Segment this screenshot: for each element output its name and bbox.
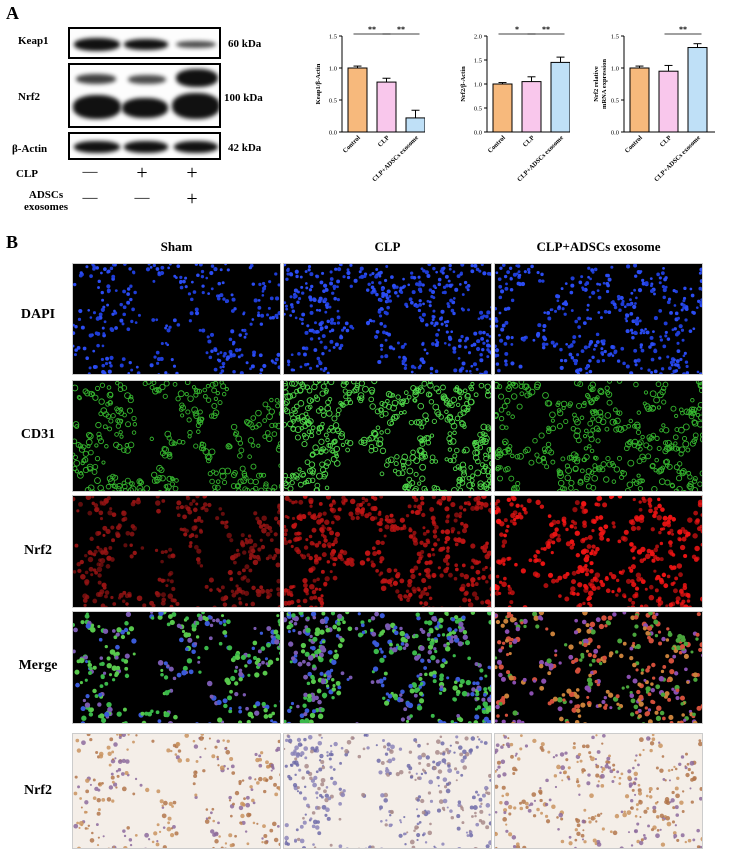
- micrograph-nrf2-if-sham: [72, 495, 281, 608]
- kda-keap1: 60 kDa: [228, 38, 262, 50]
- treatment-label-exosomes: ADSCs exosomes: [24, 189, 68, 213]
- y-axis-label: Nrf2 relativemRNA expression: [593, 59, 608, 109]
- y-axis-label: Nrf2/β-Actin: [460, 66, 467, 102]
- x-tick-label: CLP: [522, 134, 536, 148]
- sign-exo-1: —: [82, 190, 98, 206]
- micrograph-nrf2-ihc-clp: [283, 733, 492, 849]
- bar: [658, 70, 679, 133]
- micrograph-cd31-clp-exosome: [494, 380, 703, 492]
- y-tick-label: 1.5: [329, 34, 337, 41]
- bar: [687, 47, 708, 133]
- bar: [629, 67, 650, 133]
- y-tick-label: 0.5: [611, 98, 619, 105]
- bar: [521, 81, 542, 133]
- bar: [550, 61, 570, 133]
- y-tick-label: 1.0: [474, 82, 482, 89]
- micrograph-merge-clp-exosome: [494, 611, 703, 724]
- significance-label: *: [515, 25, 519, 34]
- y-tick-label: 0.0: [329, 130, 337, 137]
- blot-label-nrf2: Nrf2: [18, 91, 40, 103]
- y-axis-label: Keap1/β-Actin: [315, 63, 322, 104]
- significance-label: **: [679, 25, 687, 34]
- blot-nrf2: [68, 63, 221, 128]
- column-title-sham: Sham: [160, 239, 193, 254]
- kda-actin: 42 kDa: [228, 142, 262, 154]
- blot-keap1: [68, 27, 221, 59]
- row-title-cd31: CD31: [20, 427, 56, 442]
- column-title-clp-exosome: CLP+ADSCs exosome: [536, 239, 661, 254]
- micrograph-dapi-sham: [72, 263, 281, 375]
- panel-a-letter: A: [6, 3, 19, 23]
- bar: [376, 81, 397, 133]
- micrograph-dapi-clp: [283, 263, 492, 375]
- blot-label-actin: β-Actin: [12, 143, 48, 155]
- micrograph-nrf2-if-clp-exosome: [494, 495, 703, 608]
- micrograph-nrf2-if-clp: [283, 495, 492, 608]
- bar-chart-nrf2-mrna: 0.0 0.5 1.0 1.5 Nrf2 relativemRNA expression…: [593, 25, 715, 183]
- blot-actin: [68, 132, 221, 160]
- micrograph-merge-sham: [72, 611, 281, 724]
- bar: [492, 83, 513, 133]
- y-tick-label: 2.0: [474, 34, 482, 41]
- row-title-nrf2-ihc: Nrf2: [24, 783, 52, 798]
- x-tick-label: Control: [487, 134, 507, 154]
- y-tick-label: 0.5: [329, 98, 337, 105]
- micrograph-cd31-clp: [283, 380, 492, 492]
- micrograph-nrf2-ihc-clp-exosome: [494, 733, 703, 849]
- kda-nrf2: 100 kDa: [224, 92, 263, 104]
- x-tick-label: CLP: [659, 134, 673, 148]
- row-title-nrf2-if: Nrf2: [24, 543, 52, 558]
- y-tick-label: 1.0: [611, 66, 619, 73]
- y-tick-label: 1.5: [474, 58, 482, 65]
- panel-b-letter: B: [6, 232, 19, 252]
- micrograph-merge-clp: [283, 611, 492, 724]
- sign-clp-1: —: [82, 164, 98, 180]
- significance-label: **: [397, 25, 405, 34]
- sign-exo-2: —: [134, 190, 150, 206]
- sign-exo-3: +: [186, 188, 198, 210]
- treatment-label-clp: CLP: [16, 168, 38, 180]
- x-tick-label: Control: [342, 134, 362, 154]
- blot-label-keap1: Keap1: [18, 35, 49, 47]
- row-title-merge: Merge: [18, 658, 58, 673]
- significance-label: **: [542, 25, 550, 34]
- micrograph-cd31-sham: [72, 380, 281, 492]
- x-tick-label: CLP: [377, 134, 391, 148]
- y-tick-label: 0.5: [474, 106, 482, 113]
- bar: [405, 117, 425, 133]
- micrograph-dapi-clp-exosome: [494, 263, 703, 375]
- y-tick-label: 0.0: [474, 130, 482, 137]
- micrograph-nrf2-ihc-sham: [72, 733, 281, 849]
- sign-clp-2: +: [136, 162, 148, 184]
- y-tick-label: 1.0: [329, 66, 337, 73]
- significance-label: **: [368, 25, 376, 34]
- column-title-clp: CLP: [374, 239, 401, 254]
- x-tick-label: Control: [624, 134, 644, 154]
- y-tick-label: 0.0: [611, 130, 619, 137]
- sign-clp-3: +: [186, 162, 198, 184]
- y-tick-label: 1.5: [611, 34, 619, 41]
- row-title-dapi: DAPI: [20, 307, 56, 322]
- bar: [347, 67, 368, 133]
